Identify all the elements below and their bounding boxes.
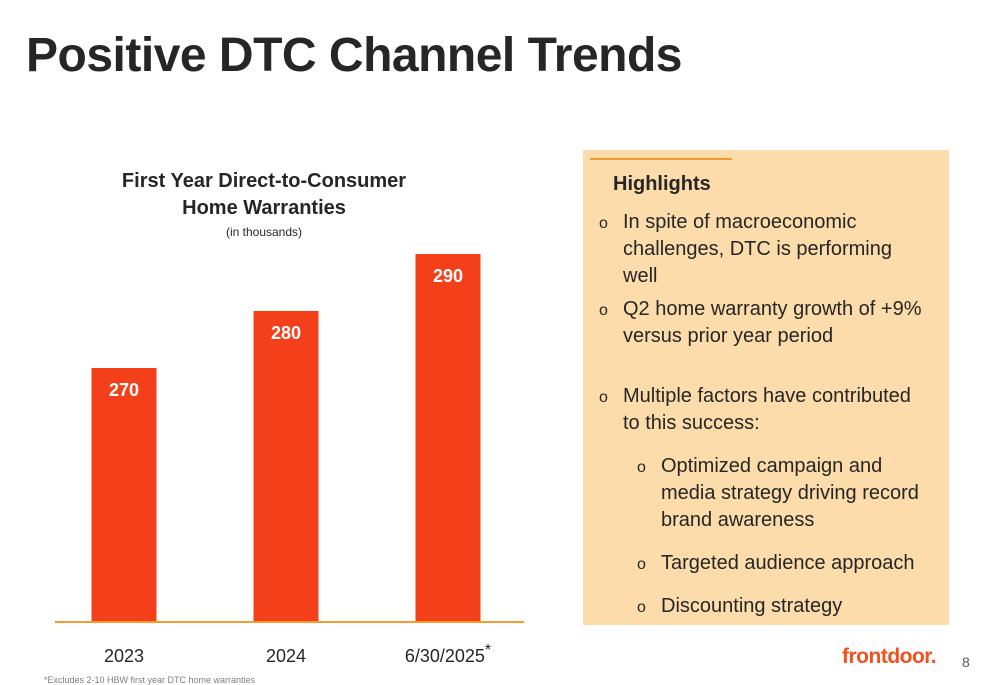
highlight-subitem: o Targeted audience approach	[637, 550, 937, 577]
frontdoor-logo: frontdoor.	[842, 645, 937, 668]
bullet-marker: o	[637, 599, 646, 616]
highlight-item: o Q2 home warranty growth of +9% versus …	[599, 296, 929, 350]
highlight-text: Multiple factors have contributed to thi…	[623, 385, 911, 434]
highlights-title: Highlights	[613, 173, 711, 195]
bar-2024	[253, 311, 319, 622]
page-number: 8	[962, 654, 970, 670]
chart-subtitle: (in thousands)	[225, 225, 303, 239]
highlight-text: Discounting strategy	[661, 595, 843, 617]
x-tick-label: 2023	[104, 646, 144, 666]
bar-data-label: 280	[271, 323, 301, 343]
bullet-marker: o	[599, 302, 608, 319]
bar-data-label: 270	[109, 380, 139, 400]
x-tick-label: 6/30/2025*	[405, 642, 491, 666]
highlight-text: In spite of macroeconomic challenges, DT…	[623, 211, 892, 287]
bar-data-label: 290	[433, 266, 463, 286]
bar-2023	[91, 368, 157, 622]
highlight-item: o Multiple factors have contributed to t…	[599, 383, 929, 437]
highlight-text: Q2 home warranty growth of +9% versus pr…	[623, 298, 922, 347]
highlights-accent-line	[590, 158, 732, 160]
bullet-marker: o	[637, 459, 646, 476]
highlight-text: Optimized campaign and media strategy dr…	[661, 455, 919, 531]
bar-6/30/2025*	[415, 254, 481, 622]
bullet-marker: o	[599, 389, 608, 406]
x-tick-label: 2024	[266, 646, 306, 666]
page-title: Positive DTC Channel Trends	[26, 29, 682, 82]
highlights-panel	[583, 150, 949, 625]
highlight-text: Targeted audience approach	[661, 552, 915, 574]
highlight-item: o In spite of macroeconomic challenges, …	[599, 209, 929, 290]
chart-title: First Year Direct-to-Consumer Home Warra…	[121, 170, 407, 219]
highlight-subitem: o Discounting strategy	[637, 593, 937, 620]
bullet-marker: o	[599, 215, 608, 232]
bullet-marker: o	[637, 556, 646, 573]
footnote: *Excludes 2-10 HBW first year DTC home w…	[44, 675, 256, 685]
highlight-subitem: o Optimized campaign and media strategy …	[637, 453, 937, 534]
